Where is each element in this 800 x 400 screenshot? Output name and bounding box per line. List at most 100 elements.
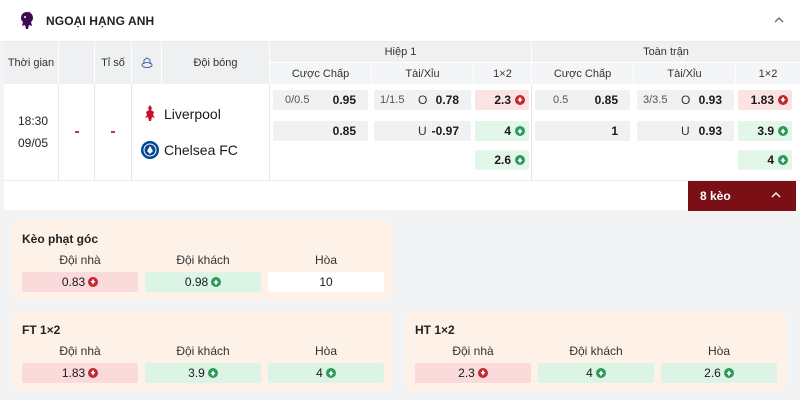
liverpool-crest-icon xyxy=(140,104,160,124)
header-team-label: Đội bóng xyxy=(193,57,238,69)
header-1x2-ft: 1×2 xyxy=(736,63,800,84)
score-home: - xyxy=(59,84,95,180)
odd-ft-under[interactable]: U 0.93 xyxy=(637,121,734,141)
col-header-draw: Hòa xyxy=(314,344,337,358)
card-title: FT 1×2 xyxy=(22,323,61,337)
odd-1h-1x2-home[interactable]: 2.3 xyxy=(475,90,529,110)
header-ou-label: Tài/Xỉu xyxy=(667,67,702,80)
header-full-time: Toàn trận xyxy=(532,42,800,62)
odd-value: 0.93 xyxy=(698,124,722,138)
corners-away-odd[interactable]: 0.98 xyxy=(145,272,261,292)
col-header-home: Đội nhà xyxy=(59,344,101,358)
corners-draw-odd[interactable]: 10 xyxy=(268,272,384,292)
arrow-up-icon xyxy=(723,368,734,378)
odd-value: 10 xyxy=(319,275,333,289)
odds-table: Thời gian Tỉ số Đội bóng Hiệp 1 Toàn trậ… xyxy=(4,42,800,180)
match-time: 18:30 09/05 xyxy=(4,84,62,180)
header-1x2-1h: 1×2 xyxy=(474,63,531,84)
corners-home-odd[interactable]: 0.83 xyxy=(22,272,138,292)
odd-1h-1x2-away[interactable]: 4 xyxy=(475,121,529,141)
odd-1h-handicap-home[interactable]: 0/0.5 0.95 xyxy=(273,90,368,110)
ft-away-odd[interactable]: 3.9 xyxy=(145,363,261,383)
odd-ft-over[interactable]: 3/3.5 O 0.93 xyxy=(637,90,734,110)
header-handicap-1h: Cược Chấp xyxy=(270,63,371,84)
header-handicap-ft: Cược Chấp xyxy=(532,63,633,84)
header-ou-1h: Tài/Xỉu xyxy=(372,63,473,84)
odd-value: 2.6 xyxy=(704,366,721,380)
ht-home-odd[interactable]: 2.3 xyxy=(415,363,531,383)
odd-side: O xyxy=(418,93,428,107)
arrow-up-icon xyxy=(325,368,336,378)
odd-value: 1.83 xyxy=(61,366,86,380)
home-team[interactable]: Liverpool xyxy=(140,104,221,124)
match-date: 09/05 xyxy=(17,136,49,150)
odd-line: 1/1.5 xyxy=(380,94,405,106)
arrow-up-icon xyxy=(207,368,218,378)
odd-value: 1.83 xyxy=(750,93,774,107)
arrow-down-icon xyxy=(88,277,99,287)
odd-value: 0.98 xyxy=(184,275,209,289)
header-empty xyxy=(59,42,94,84)
odd-value: 0.93 xyxy=(698,93,722,107)
odd-1h-handicap-away[interactable]: 0.85 xyxy=(273,121,368,141)
odd-value: 2.3 xyxy=(458,366,475,380)
col-header-draw: Hòa xyxy=(707,344,730,358)
odd-value: 1 xyxy=(611,124,618,138)
header-time: Thời gian xyxy=(4,42,58,84)
odd-value: 0.95 xyxy=(332,93,356,107)
odd-value: 0.78 xyxy=(435,93,459,107)
divider xyxy=(58,84,59,180)
card-title: HT 1×2 xyxy=(415,323,455,337)
odd-value: 4 xyxy=(586,366,593,380)
ft-home-odd[interactable]: 1.83 xyxy=(22,363,138,383)
corners-card: Kèo phạt góc Đội nhà Đội khách Hòa 0.83 … xyxy=(12,220,392,300)
divider xyxy=(531,84,532,180)
arrow-down-icon xyxy=(477,368,488,378)
col-header-away: Đội khách xyxy=(176,253,230,267)
league-header[interactable]: NGOẠI HẠNG ANH xyxy=(0,0,800,42)
ft-1x2-card: FT 1×2 Đội nhà Đội khách Hòa 1.83 3.9 4 xyxy=(12,311,392,391)
arrow-up-icon xyxy=(515,155,525,165)
odd-1h-over[interactable]: 1/1.5 O 0.78 xyxy=(374,90,471,110)
arrow-down-icon xyxy=(778,95,788,105)
col-header-draw: Hòa xyxy=(314,253,337,267)
arrow-down-icon xyxy=(88,368,99,378)
ht-draw-odd[interactable]: 2.6 xyxy=(661,363,777,383)
odd-ft-1x2-draw[interactable]: 4 xyxy=(738,150,792,170)
score-home-value: - xyxy=(74,123,80,140)
odd-1h-1x2-draw[interactable]: 2.6 xyxy=(475,150,529,170)
odd-line: 3/3.5 xyxy=(643,94,668,106)
odd-value: 0.83 xyxy=(61,275,86,289)
home-team-name: Liverpool xyxy=(164,106,221,122)
col-header-home: Đội nhà xyxy=(59,253,101,267)
odd-ft-1x2-away[interactable]: 3.9 xyxy=(738,121,792,141)
odd-value: 4 xyxy=(316,366,323,380)
divider xyxy=(269,84,270,180)
odd-ft-1x2-home[interactable]: 1.83 xyxy=(738,90,792,110)
divider xyxy=(131,84,132,180)
stadium-icon[interactable] xyxy=(132,42,161,84)
arrow-up-icon xyxy=(778,126,788,136)
odd-value: 0.85 xyxy=(332,124,356,138)
score-away-value: - xyxy=(110,123,116,140)
header-full-time-label: Toàn trận xyxy=(643,46,689,58)
away-team-name: Chelsea FC xyxy=(164,142,238,158)
away-team[interactable]: Chelsea FC xyxy=(140,140,238,160)
odd-value: 3.9 xyxy=(757,124,774,138)
premier-league-lion-icon xyxy=(16,10,38,32)
odd-ft-handicap-home[interactable]: 0.5 0.85 xyxy=(535,90,630,110)
chevron-up-icon[interactable] xyxy=(772,13,786,27)
odd-ft-handicap-away[interactable]: 1 xyxy=(535,121,630,141)
header-handicap-label: Cược Chấp xyxy=(291,67,350,80)
odd-line: 0/0.5 xyxy=(285,94,310,106)
header-first-half-label: Hiệp 1 xyxy=(384,46,417,58)
odd-1h-under[interactable]: U -0.97 xyxy=(374,121,471,141)
ht-away-odd[interactable]: 4 xyxy=(538,363,654,383)
odd-side: O xyxy=(681,93,691,107)
more-bets-button[interactable]: 8 kèo xyxy=(688,181,796,211)
header-1x2-label: 1×2 xyxy=(493,67,512,80)
header-handicap-label: Cược Chấp xyxy=(553,67,612,80)
ft-draw-odd[interactable]: 4 xyxy=(268,363,384,383)
odd-value: 4 xyxy=(767,153,774,167)
chelsea-crest-icon xyxy=(140,140,160,160)
